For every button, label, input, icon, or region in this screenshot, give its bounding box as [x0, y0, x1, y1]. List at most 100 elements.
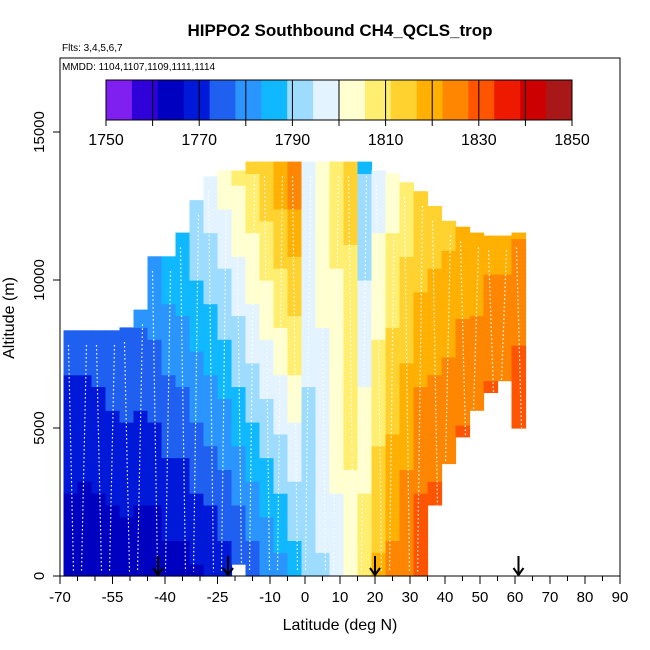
heatmap-cell — [161, 291, 177, 305]
heatmap-cell — [245, 256, 261, 269]
heatmap-cell — [119, 386, 135, 399]
heatmap-cell — [371, 362, 387, 376]
heatmap-cell — [455, 401, 471, 414]
heatmap-cell — [259, 433, 275, 447]
flight-marker-arrow — [222, 556, 234, 577]
heatmap-cell — [399, 457, 415, 470]
heatmap-cell — [189, 362, 205, 376]
heatmap-cell — [455, 354, 471, 367]
heatmap-cell — [91, 481, 107, 494]
flights-note: Flts: 3,4,5,6,7 — [62, 43, 123, 54]
heatmap-cell — [413, 362, 429, 376]
heatmap-cell — [217, 552, 233, 565]
heatmap-cell — [343, 291, 359, 305]
heatmap-cell — [133, 564, 149, 577]
heatmap-cell — [385, 564, 401, 577]
heatmap-cell — [91, 445, 107, 459]
heatmap-cell — [273, 220, 289, 234]
heatmap-cell — [399, 552, 415, 565]
heatmap-cell — [105, 540, 121, 553]
heatmap-cell — [315, 303, 331, 317]
heatmap-cell — [175, 433, 191, 447]
heatmap-cell — [133, 516, 149, 530]
heatmap-cell — [357, 457, 373, 470]
heatmap-cell — [413, 220, 429, 234]
heatmap-cell — [217, 422, 233, 435]
x-axis-label: Latitude (deg N) — [283, 617, 398, 634]
heatmap-cell — [217, 173, 233, 186]
flight-track — [136, 324, 144, 572]
heatmap-cell — [399, 445, 415, 459]
heatmap-cell — [315, 528, 331, 541]
heatmap-cell — [231, 422, 247, 435]
colorbar-segment — [546, 80, 573, 120]
heatmap-cell — [231, 516, 247, 530]
heatmap-cell — [399, 481, 415, 494]
heatmap-cell — [91, 564, 107, 577]
heatmap-cell — [371, 552, 387, 565]
heatmap-cell — [119, 552, 135, 565]
x-tick-label: -55 — [102, 589, 124, 606]
heatmap-cell — [63, 330, 79, 340]
heatmap-cell — [399, 232, 415, 245]
heatmap-cell — [315, 173, 331, 186]
heatmap-cell — [203, 493, 219, 506]
heatmap-cell — [273, 374, 289, 388]
colorbar-segment — [390, 80, 418, 120]
heatmap-cell — [329, 564, 345, 577]
heatmap-cell — [231, 457, 247, 470]
heatmap-cell — [385, 493, 401, 506]
x-tick-label: 30 — [402, 589, 419, 606]
heatmap-cell — [203, 422, 219, 435]
heatmap-cell — [301, 540, 317, 553]
heatmap-cell — [91, 386, 107, 399]
heatmap-cell — [77, 445, 93, 459]
heatmap-cell — [399, 398, 415, 411]
heatmap-cell — [63, 564, 79, 577]
heatmap-cell — [301, 374, 317, 388]
heatmap-cell — [91, 516, 107, 530]
heatmap-cell — [399, 528, 415, 541]
heatmap-cell — [427, 433, 443, 447]
x-tick-label: -70 — [49, 589, 71, 606]
heatmap-cell — [259, 410, 275, 423]
heatmap-cell — [511, 416, 527, 429]
heatmap-cell — [385, 268, 401, 281]
heatmap-cell — [343, 516, 359, 530]
heatmap-cell — [483, 250, 499, 263]
heatmap-cell — [77, 422, 93, 435]
heatmap-cell — [413, 244, 429, 257]
heatmap-cell — [329, 303, 345, 317]
heatmap-cell — [175, 493, 191, 506]
heatmap-cell — [455, 377, 471, 391]
flight-track — [472, 247, 480, 411]
heatmap-cell — [497, 235, 513, 240]
heatmap-cell — [245, 433, 261, 447]
heatmap-cell — [203, 540, 219, 553]
heatmap-cell — [511, 262, 527, 275]
heatmap-cell — [189, 505, 205, 518]
heatmap-cell — [399, 280, 415, 293]
flight-markers-layer — [152, 556, 525, 577]
heatmap-cell — [119, 410, 135, 423]
heatmap-cell — [413, 339, 429, 352]
heatmap-cell — [231, 374, 247, 388]
heatmap-cell — [105, 564, 121, 577]
heatmap-cell — [343, 433, 359, 447]
heatmap-cell — [245, 362, 261, 376]
heatmap-cell — [343, 493, 359, 506]
heatmap-cell — [315, 291, 331, 305]
heatmap-cell — [385, 291, 401, 305]
heatmap-cell — [77, 330, 93, 340]
y-tick-label: 15000 — [31, 111, 48, 153]
heatmap-cell — [455, 235, 471, 248]
heatmap-cell — [203, 362, 219, 376]
heatmap-cell — [315, 280, 331, 293]
heatmap-cell — [357, 469, 373, 482]
heatmap-cell — [385, 386, 401, 399]
heatmap-cell — [399, 256, 415, 269]
heatmap-cell — [161, 303, 177, 317]
heatmap-cell — [371, 173, 387, 186]
heatmap-cell — [413, 232, 429, 245]
heatmap-cell — [455, 283, 471, 296]
